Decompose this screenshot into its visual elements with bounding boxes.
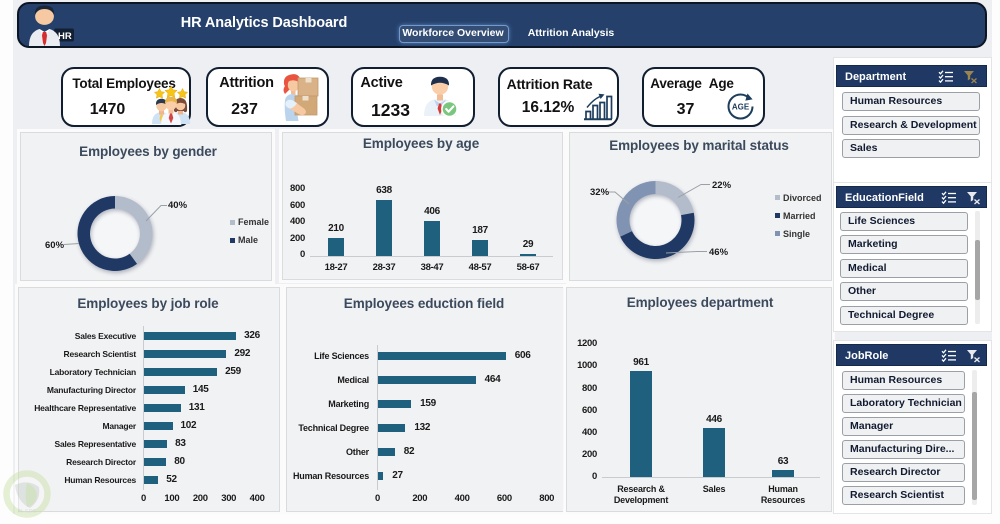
svg-text:JL SDS: JL SDS — [18, 509, 37, 515]
svg-text:AGE: AGE — [732, 103, 750, 112]
